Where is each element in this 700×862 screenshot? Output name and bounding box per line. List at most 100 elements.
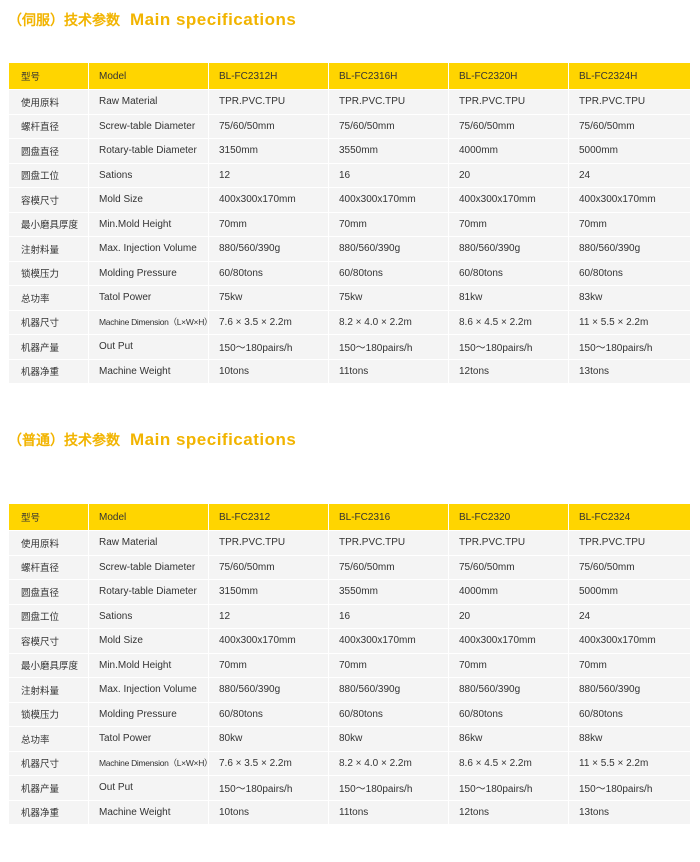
table-cell: 容模尺寸: [8, 187, 89, 213]
table-cell: Machine Dimension（L×W×H）: [88, 750, 209, 776]
table-cell: 150〜180pairs/h: [568, 334, 691, 360]
table-cell: 75/60/50mm: [208, 554, 329, 580]
table-cell: Out Put: [88, 775, 209, 801]
table-row: 使用原料 Raw Material TPR.PVC.TPU TPR.PVC.TPU TP…: [8, 530, 691, 556]
table-cell: 3150mm: [208, 138, 329, 164]
table-cell: 16: [328, 603, 449, 629]
section-title: （普通）技术参数 Main specifications: [8, 430, 296, 450]
table-row: 机器净重 Machine Weight 10tons 11tons 12tons 13to…: [8, 358, 691, 384]
table-row: 容模尺寸 Mold Size 400x300x170mm 400x300x170mm 4…: [8, 628, 691, 654]
table-row: 圆盘直径 Rotary-table Diameter 3150mm 3550mm 400…: [8, 138, 691, 164]
table-cell: Mold Size: [88, 628, 209, 654]
table-cell: 75/60/50mm: [448, 113, 569, 139]
table-cell: 5000mm: [568, 579, 691, 605]
table-cell: 锁模压力: [8, 260, 89, 286]
table-cell: 81kw: [448, 285, 569, 311]
table-cell: 70mm: [448, 652, 569, 678]
table-cell: 12tons: [448, 799, 569, 825]
table-cell: 70mm: [328, 652, 449, 678]
table-cell: 8.6 × 4.5 × 2.2m: [448, 750, 569, 776]
table-cell: 10tons: [208, 799, 329, 825]
table-cell: 圆盘直径: [8, 138, 89, 164]
table-cell: 60/80tons: [208, 260, 329, 286]
table-cell: 400x300x170mm: [448, 187, 569, 213]
table-cell: 容模尺寸: [8, 628, 89, 654]
table-cell: TPR.PVC.TPU: [328, 89, 449, 115]
table-cell: TPR.PVC.TPU: [568, 530, 691, 556]
table-cell: Sations: [88, 162, 209, 188]
table-cell: 150〜180pairs/h: [208, 775, 329, 801]
table-cell: 60/80tons: [448, 260, 569, 286]
table-row: 机器产量 Out Put 150〜180pairs/h 150〜180pairs/h 1…: [8, 334, 691, 360]
table-cell: Machine Weight: [88, 799, 209, 825]
table-cell: 400x300x170mm: [208, 187, 329, 213]
table-cell: 83kw: [568, 285, 691, 311]
table-cell: 880/560/390g: [328, 236, 449, 262]
table-cell: 75kw: [208, 285, 329, 311]
table-cell: 使用原料: [8, 89, 89, 115]
table-cell: 机器产量: [8, 334, 89, 360]
header-cell: BL-FC2316H: [328, 62, 449, 90]
table-cell: 总功率: [8, 285, 89, 311]
table-cell: 使用原料: [8, 530, 89, 556]
table-row: 圆盘直径 Rotary-table Diameter 3150mm 3550mm 400…: [8, 579, 691, 605]
table-row: 机器净重 Machine Weight 10tons 11tons 12tons 13to…: [8, 799, 691, 825]
table-cell: 注射料量: [8, 677, 89, 703]
table-cell: 150〜180pairs/h: [328, 334, 449, 360]
table-cell: 70mm: [208, 652, 329, 678]
table-cell: Sations: [88, 603, 209, 629]
title-en: Main specifications: [130, 430, 297, 449]
table-cell: 880/560/390g: [568, 677, 691, 703]
table-cell: 总功率: [8, 726, 89, 752]
table-row: 注射料量 Max. Injection Volume 880/560/390g 880…: [8, 677, 691, 703]
table-cell: 20: [448, 603, 569, 629]
title-cn: （普通）技术参数: [8, 432, 120, 448]
table-cell: 12: [208, 603, 329, 629]
table-cell: Molding Pressure: [88, 701, 209, 727]
table-cell: 8.2 × 4.0 × 2.2m: [328, 309, 449, 335]
table-row: 最小磨具厚度 Min.Mold Height 70mm 70mm 70mm 70mm: [8, 211, 691, 237]
table-cell: 7.6 × 3.5 × 2.2m: [208, 309, 329, 335]
table-cell: 60/80tons: [208, 701, 329, 727]
table-cell: Rotary-table Diameter: [88, 138, 209, 164]
table-cell: 圆盘工位: [8, 603, 89, 629]
table-cell: 400x300x170mm: [328, 187, 449, 213]
table-cell: 75/60/50mm: [568, 113, 691, 139]
table-cell: 150〜180pairs/h: [448, 775, 569, 801]
table-cell: 70mm: [328, 211, 449, 237]
table-row: 注射料量 Max. Injection Volume 880/560/390g 880…: [8, 236, 691, 262]
table-cell: 400x300x170mm: [208, 628, 329, 654]
table-row: 螺杆直径 Screw-table Diameter 75/60/50mm 75/60/…: [8, 113, 691, 139]
table-cell: Raw Material: [88, 89, 209, 115]
table-row: 机器尺寸 Machine Dimension（L×W×H） 7.6 × 3.5 × …: [8, 309, 691, 335]
table-cell: 11 × 5.5 × 2.2m: [568, 309, 691, 335]
table-cell: TPR.PVC.TPU: [328, 530, 449, 556]
table-cell: 70mm: [208, 211, 329, 237]
header-cell: Model: [88, 503, 209, 531]
table-cell: Raw Material: [88, 530, 209, 556]
table-cell: 圆盘工位: [8, 162, 89, 188]
table-cell: 400x300x170mm: [568, 187, 691, 213]
table-row: 总功率 Tatol Power 80kw 80kw 86kw 88kw: [8, 726, 691, 752]
table-cell: 12tons: [448, 358, 569, 384]
table-row: 螺杆直径 Screw-table Diameter 75/60/50mm 75/60/…: [8, 554, 691, 580]
table-cell: 880/560/390g: [328, 677, 449, 703]
table-cell: Machine Dimension（L×W×H）: [88, 309, 209, 335]
table-cell: 11 × 5.5 × 2.2m: [568, 750, 691, 776]
table-cell: 4000mm: [448, 138, 569, 164]
table-cell: 圆盘直径: [8, 579, 89, 605]
table-cell: 88kw: [568, 726, 691, 752]
table-cell: 11tons: [328, 799, 449, 825]
table-row: 容模尺寸 Mold Size 400x300x170mm 400x300x170mm 4…: [8, 187, 691, 213]
table-cell: Out Put: [88, 334, 209, 360]
table-cell: Min.Mold Height: [88, 652, 209, 678]
table-cell: 60/80tons: [328, 701, 449, 727]
table-cell: 400x300x170mm: [568, 628, 691, 654]
table-cell: 10tons: [208, 358, 329, 384]
table-cell: 80kw: [328, 726, 449, 752]
header-cell: BL-FC2320H: [448, 62, 569, 90]
table-cell: 70mm: [568, 652, 691, 678]
table-cell: 16: [328, 162, 449, 188]
table-cell: 5000mm: [568, 138, 691, 164]
